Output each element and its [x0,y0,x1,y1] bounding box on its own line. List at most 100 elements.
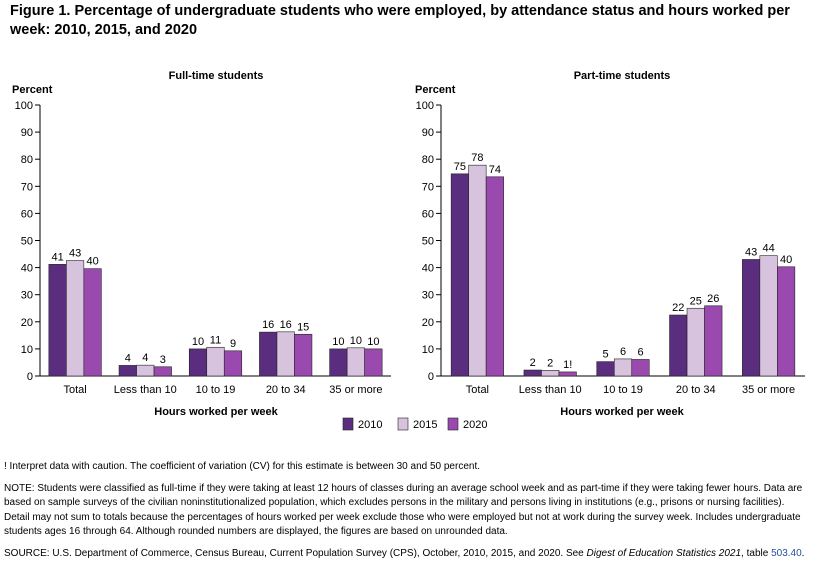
x-axis-label: Hours worked per week [560,406,684,418]
x-tick-label: 35 or more [742,384,795,396]
bar [346,347,365,377]
data-label: 6 [620,346,626,358]
y-tick-label: 40 [21,263,33,275]
data-label: 2 [547,357,553,369]
y-tick-label: 40 [422,263,434,275]
data-label: 43 [69,248,81,260]
data-label: 44 [762,243,774,255]
y-tick-label: 100 [15,100,33,112]
x-tick-label: 20 to 34 [266,384,306,396]
y-tick-label: 30 [422,290,434,302]
y-axis-label: Percent [415,84,456,96]
legend-label: 2020 [463,419,487,431]
legend-swatch [342,417,354,431]
y-tick-label: 10 [422,344,434,356]
y-tick-label: 50 [21,236,33,248]
data-label: 4 [142,352,148,364]
source-end: . [801,548,805,560]
panel-title: Full-time students [169,70,264,82]
bar [206,346,225,377]
y-tick-label: 80 [21,154,33,166]
x-tick-label: 10 to 19 [196,384,236,396]
data-label: 1! [563,359,572,371]
source-table-link[interactable]: 503.40 [771,548,802,560]
source-text: SOURCE: U.S. Department of Commerce, Cen… [4,547,810,561]
bar [468,164,487,377]
data-label: 15 [297,321,309,333]
bar [669,314,688,377]
figure-title: Figure 1. Percentage of undergraduate st… [10,3,790,38]
bar [558,371,577,377]
data-label: 6 [637,346,643,358]
bar [704,305,723,377]
data-label: 40 [86,256,98,268]
y-tick-label: 60 [21,208,33,220]
x-tick-label: 10 to 19 [603,384,643,396]
y-tick-label: 20 [422,317,434,329]
bar [596,361,615,377]
y-tick-label: 0 [428,371,434,383]
y-tick-label: 70 [21,181,33,193]
legend-label: 2015 [413,419,437,431]
data-label: 74 [489,164,501,176]
data-label: 4 [125,352,131,364]
data-label: 40 [780,254,792,266]
data-label: 10 [192,336,204,348]
bar [66,260,85,377]
y-axis-label: Percent [12,84,53,96]
data-label: 16 [262,319,274,331]
data-label: 10 [367,336,379,348]
data-label: 25 [690,295,702,307]
chart: Full-time students Percent 0 10 20 30 40 50 60 70… [12,70,805,431]
bar [223,350,243,377]
data-label: 9 [230,338,236,350]
bar [485,176,504,377]
bar [450,173,469,377]
notes: ! Interpret data with caution. The coeff… [4,460,810,569]
bar [136,364,155,377]
legend-swatch [397,417,409,431]
x-axis-label: Hours worked per week [154,406,278,418]
interpret-note: ! Interpret data with caution. The coeff… [4,461,481,472]
x-tick-label: Total [63,384,86,396]
data-label: 10 [332,336,344,348]
y-tick-label: 100 [416,100,434,112]
y-tick-label: 50 [422,236,434,248]
bar [777,266,796,377]
x-tick-label: 35 or more [329,384,382,396]
data-label: 16 [280,319,292,331]
bar [759,255,778,377]
data-label: 22 [672,302,684,314]
data-label: 2 [530,357,536,369]
bar [48,264,67,377]
bar [742,259,761,377]
y-tick-label: 90 [21,127,33,139]
source-prefix: SOURCE: U.S. Department of Commerce, Cen… [4,548,587,560]
bar [364,348,383,377]
bar [329,348,348,377]
bar [294,333,313,377]
source-mid: , table [741,548,772,560]
y-tick-label: 30 [21,290,33,302]
data-label: 41 [51,251,63,263]
bar [686,307,705,377]
data-label: 26 [707,293,719,305]
y-tick-label: 60 [422,208,434,220]
data-label: 3 [160,354,166,366]
bar [631,359,650,377]
y-tick-label: 20 [21,317,33,329]
data-label: 78 [471,152,483,164]
panel-title: Part-time students [574,70,671,82]
x-tick-label: Less than 10 [114,384,177,396]
source-digest-title: Digest of Education Statistics 2021 [586,548,742,560]
data-label: 5 [602,349,608,361]
note-text: NOTE: Students were classified as full-t… [4,483,803,537]
data-label: 75 [454,161,466,173]
x-tick-label: 20 to 34 [676,384,716,396]
x-tick-label: Total [466,384,489,396]
y-tick-label: 90 [422,127,434,139]
bar [83,268,102,377]
bar [613,358,633,377]
bar [118,365,137,377]
bar [153,366,172,377]
